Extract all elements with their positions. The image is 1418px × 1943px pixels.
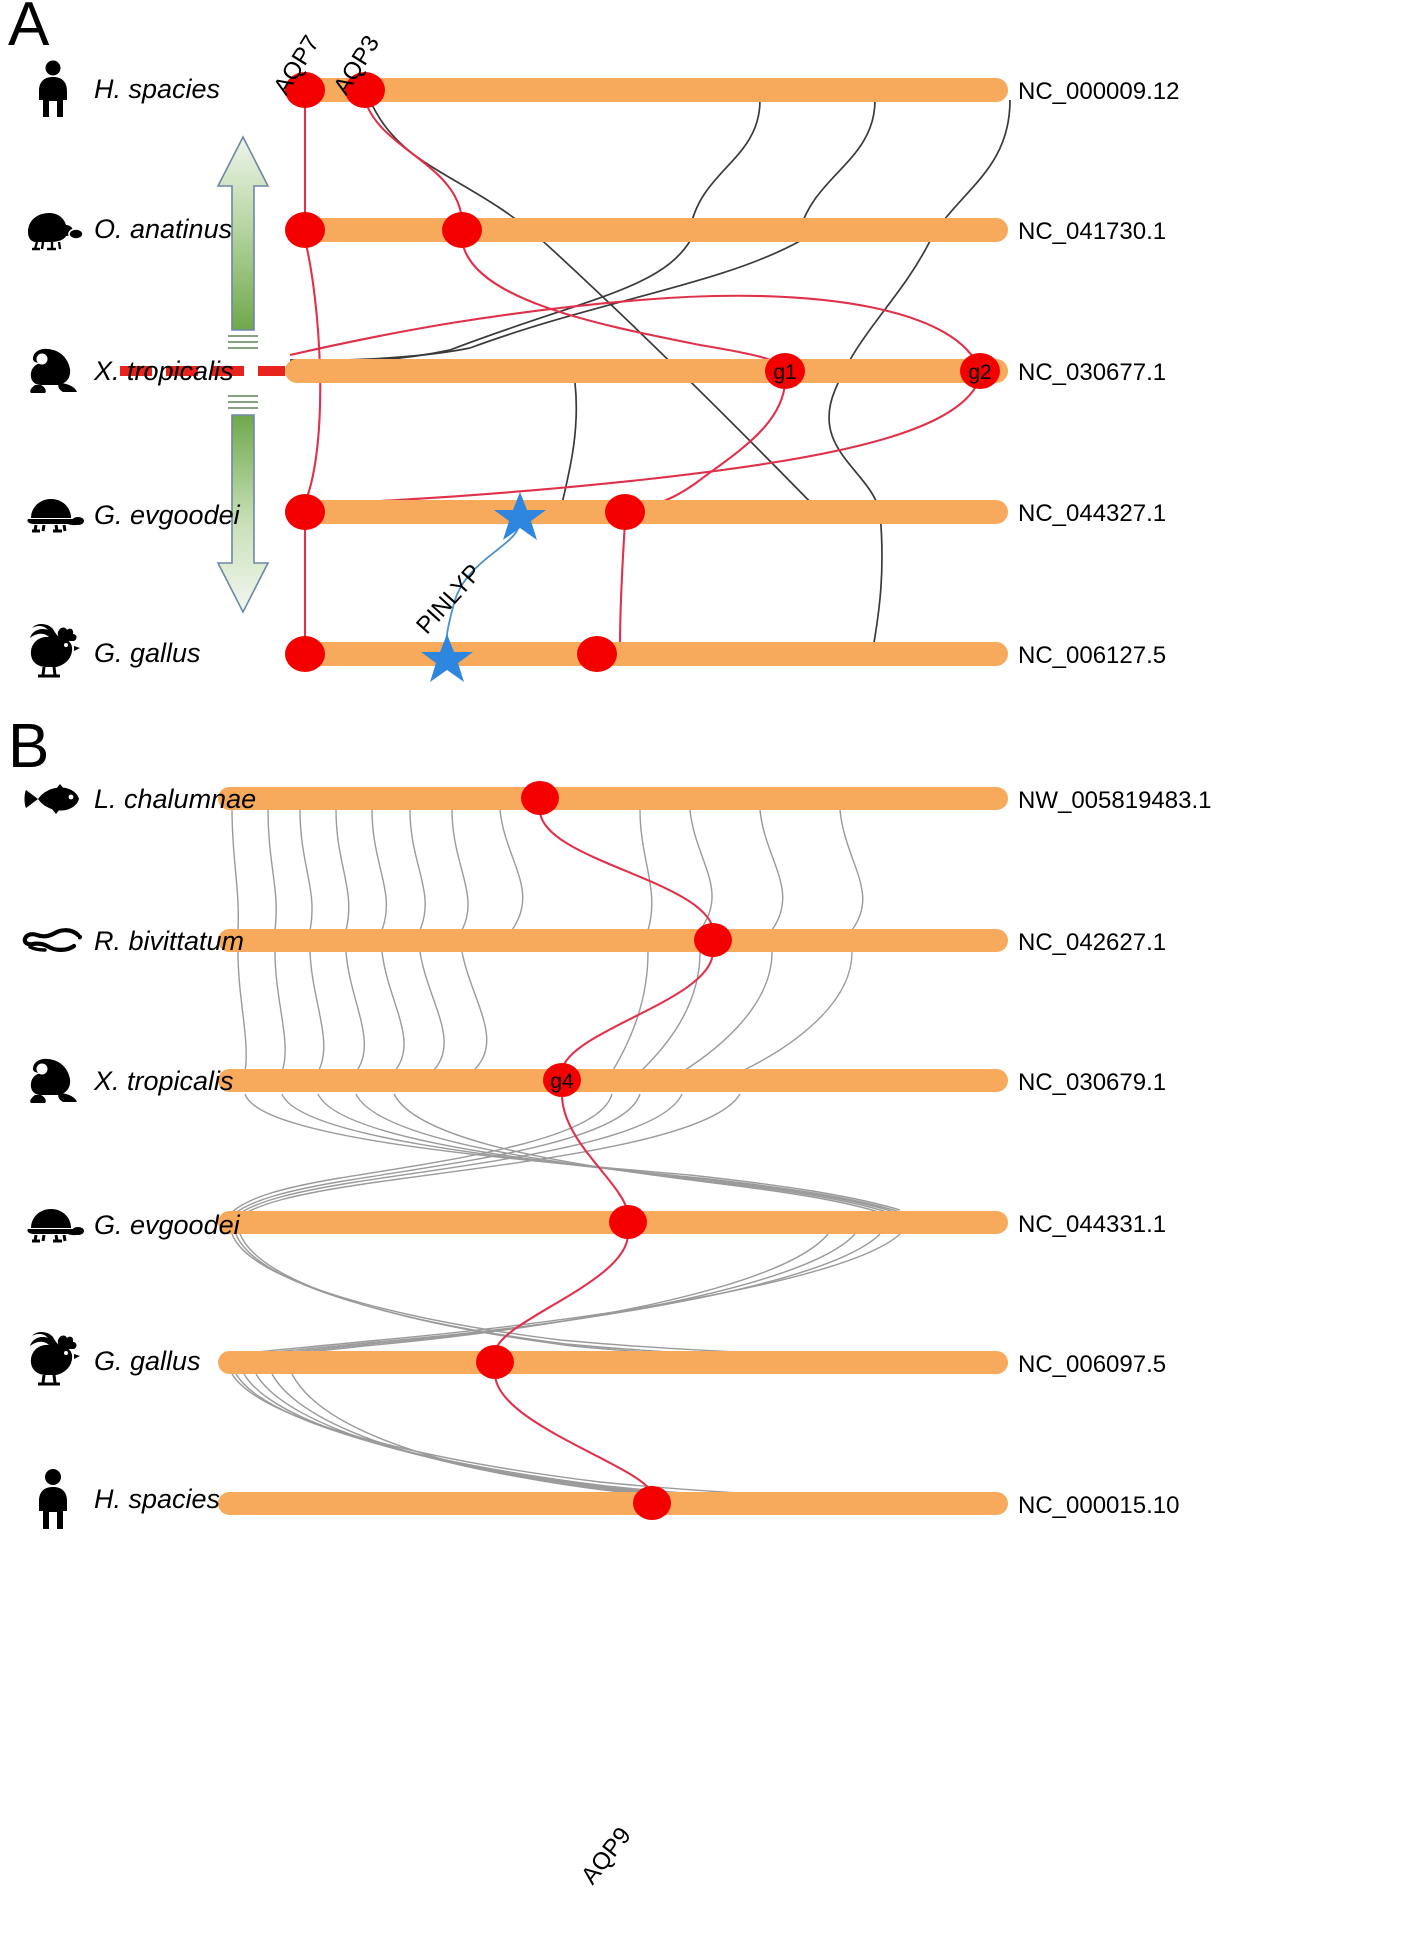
platypus-icon [22, 198, 84, 260]
panel-letter-b: B [8, 712, 50, 781]
arrow-down-icon [216, 414, 270, 614]
accession-label: NC_044327.1 [1018, 500, 1167, 527]
accession-label: NC_000009.12 [1018, 78, 1180, 105]
species-row-turtle-a: G. evgoodei [22, 484, 240, 546]
arrow-hatch [228, 335, 258, 409]
arrow-up-icon [216, 135, 270, 331]
species-name: R. bivittatum [94, 925, 245, 956]
accession-label: NC_030677.1 [1018, 359, 1167, 386]
node-label-g4: g4 [550, 1070, 574, 1093]
species-name: G. gallus [94, 637, 201, 668]
node-label-g1: g1 [773, 361, 796, 384]
panel-a-synteny-links-red [289, 99, 981, 646]
gene-node[interactable] [442, 212, 482, 248]
snake-icon [22, 910, 84, 972]
species-name: G. evgoodei [94, 499, 240, 530]
chromosome-bar [218, 929, 1008, 952]
accession-label: NC_006127.5 [1018, 642, 1167, 669]
turtle-icon [22, 1194, 84, 1256]
gene-node[interactable] [345, 72, 385, 108]
gene-node[interactable] [543, 1063, 581, 1097]
gene-node[interactable] [285, 494, 325, 530]
species-name: H. spacies [94, 1483, 221, 1514]
chromosome-bar [285, 218, 1008, 242]
gene-node[interactable] [285, 636, 325, 672]
panel-a-star-markers [421, 492, 546, 682]
pinlyp-star-icon[interactable] [421, 634, 473, 682]
chromosome-bar [218, 1351, 1008, 1374]
gene-node[interactable] [285, 72, 325, 108]
rooster-icon [22, 622, 84, 684]
gene-node[interactable] [765, 353, 805, 389]
species-row-human-a: H. spacies [22, 58, 220, 120]
node-label-g2: g2 [968, 361, 991, 384]
gene-node[interactable] [609, 1205, 647, 1239]
chromosome-bar [218, 787, 1008, 810]
species-name: H. spacies [94, 73, 221, 104]
chromosome-bar [218, 1492, 1008, 1515]
species-row-platypus-a: O. anatinus [22, 198, 232, 260]
gene-node[interactable] [577, 636, 617, 672]
panel-a-gene-nodes: g1 g2 [285, 72, 1000, 672]
species-row-fish-b: L. chalumnae [22, 768, 256, 830]
frog-icon [22, 1050, 84, 1112]
fish-icon [22, 768, 84, 830]
species-row-human-b: H. spacies [22, 1468, 220, 1530]
species-row-rooster-b: G. gallus [22, 1330, 201, 1392]
panel-letter-a: A [8, 0, 50, 59]
panel-b-synteny-links [225, 809, 901, 1513]
gene-node[interactable] [521, 781, 559, 815]
chromosome-bar [285, 500, 1008, 524]
accession-label: NC_042627.1 [1018, 929, 1167, 956]
accession-label: NC_030679.1 [1018, 1069, 1167, 1096]
accession-label: NC_041730.1 [1018, 218, 1167, 245]
chromosome-bar [285, 642, 1008, 666]
chromosome-bar [285, 78, 1008, 102]
species-name: O. anatinus [94, 213, 233, 244]
gene-node[interactable] [633, 1486, 671, 1520]
species-row-rooster-a: G. gallus [22, 622, 201, 684]
species-name: G. gallus [94, 1345, 201, 1376]
panel-b-gene-nodes: g4 [476, 781, 732, 1520]
panel-b-aqp9-links [493, 811, 715, 1494]
panel-b-chromosomes [218, 787, 1008, 1515]
gene-node[interactable] [605, 494, 645, 530]
species-row-snake-b: R. bivittatum [22, 910, 244, 972]
evolution-direction-arrow [120, 135, 285, 614]
species-name: X. tropicalis [94, 355, 234, 386]
gene-node[interactable] [285, 212, 325, 248]
accession-label: NW_005819483.1 [1018, 787, 1212, 814]
accession-label: NC_000015.10 [1018, 1492, 1180, 1519]
human-icon [22, 58, 84, 120]
pinlyp-star-icon[interactable] [494, 492, 546, 540]
species-name: G. evgoodei [94, 1209, 240, 1240]
rooster-icon [22, 1330, 84, 1392]
gene-node[interactable] [960, 353, 1000, 389]
species-name: L. chalumnae [94, 783, 257, 814]
frog-icon [22, 340, 84, 402]
chromosome-bar [285, 359, 1008, 383]
gene-node[interactable] [694, 923, 732, 957]
species-row-frog-b: X. tropicalis [22, 1050, 234, 1112]
species-name: X. tropicalis [94, 1065, 234, 1096]
accession-label: NC_006097.5 [1018, 1351, 1167, 1378]
accession-label: NC_044331.1 [1018, 1211, 1167, 1238]
chromosome-bar [218, 1069, 1008, 1092]
gene-node[interactable] [476, 1345, 514, 1379]
species-row-turtle-b: G. evgoodei [22, 1194, 240, 1256]
turtle-icon [22, 484, 84, 546]
human-icon [22, 1468, 84, 1530]
species-row-frog-a: X. tropicalis [22, 340, 234, 402]
panel-a-chromosomes [285, 78, 1008, 666]
